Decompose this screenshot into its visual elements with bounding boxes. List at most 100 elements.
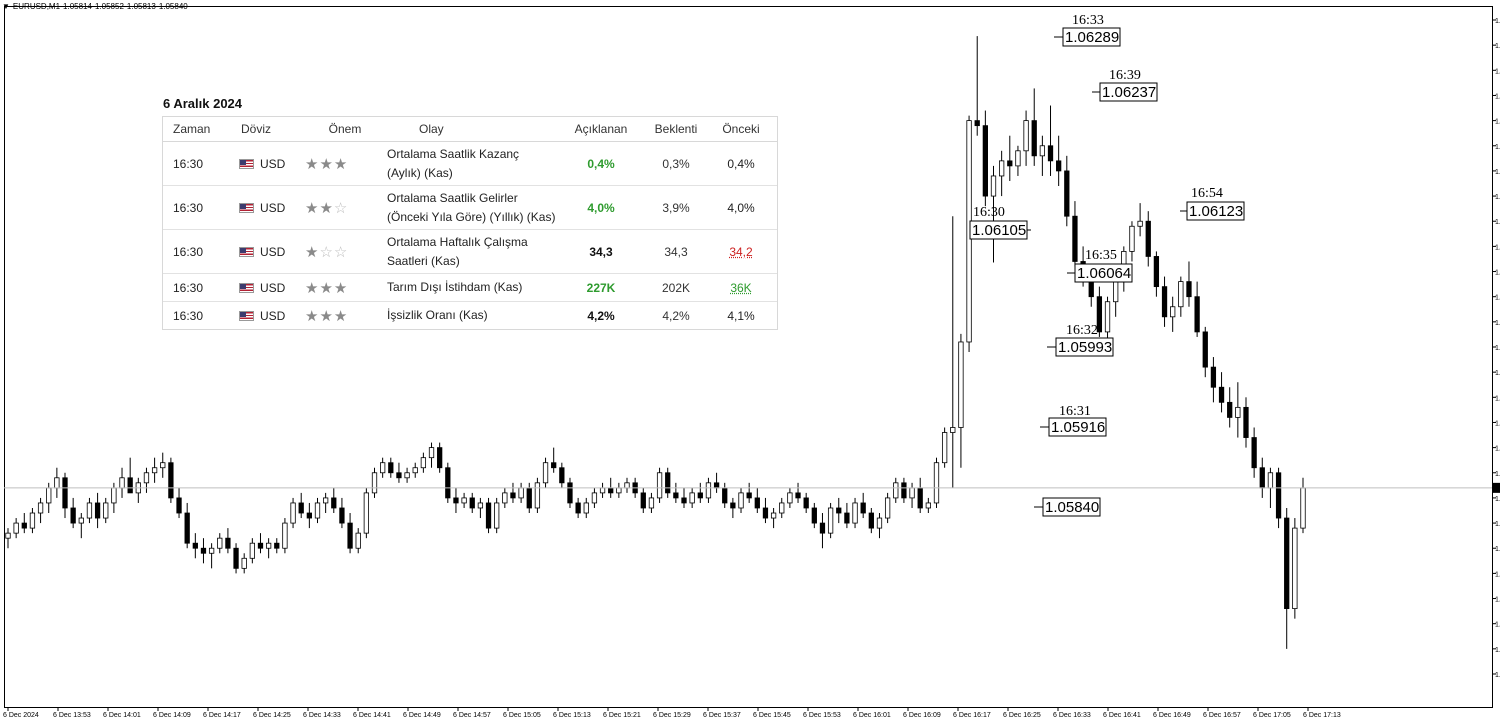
annotation-time: 16:39 [1109,68,1141,83]
currency-code: USD [260,244,286,259]
candle-body [917,487,923,509]
candle-body [331,497,337,509]
candle-body [1015,150,1021,167]
candle-body [1227,401,1233,418]
candle-body [502,492,508,504]
annotation-box [1042,497,1101,517]
candle [37,497,44,524]
current-price-marker [1492,482,1500,493]
candle-body [54,477,60,489]
candle [1300,477,1306,534]
candle-body [746,492,752,499]
candle-body [705,482,712,499]
candle [1170,296,1176,332]
candle [331,487,337,514]
candle [1251,427,1257,478]
candle [339,497,345,529]
chevron-down-icon[interactable]: ▼ [2,2,10,11]
chart-frame [4,6,1493,708]
candle [974,36,980,136]
price-annotation: 1.06064 16:35 [1067,248,1133,283]
candle [770,507,777,529]
candle-body [730,502,736,509]
candle [13,518,19,539]
candle [151,457,158,483]
calendar-row[interactable]: 16:30 USD ★★★ İşsizlik Oranı (Kas) 4,2% 4,2% 4… [163,302,777,329]
star-filled-icon: ★ [305,243,320,261]
event-actual: 0,4% [587,156,615,171]
candle-body [608,487,614,494]
candle-body [518,487,524,499]
candle-body [200,547,207,554]
candle [787,487,793,508]
calendar-row[interactable]: 16:30 USD ★★★ Ortalama Saatlik Kazanç (Aylık… [163,142,777,186]
candle [274,538,280,554]
price-tick-label: 1.05705 [1495,622,1500,629]
candle [624,477,630,493]
candle [143,467,150,493]
candle [925,497,931,514]
candle-body [257,542,264,549]
candle [518,482,524,503]
candle-body [510,492,516,499]
candle-body [722,487,728,504]
candle-body [355,532,361,549]
annotation-price: 1.06289 [1065,29,1119,46]
candle [428,442,435,468]
candle [982,110,988,207]
candle-body [111,487,117,504]
calendar-row[interactable]: 16:30 USD ★★☆ Ortalama Saatlik Gelirler (Önc… [163,186,777,230]
calendar-row[interactable]: 16:30 USD ★☆☆ Ortalama Haftalık Çalışma Saat… [163,230,777,274]
candle [1015,145,1021,176]
candle [453,487,459,514]
annotation-price: 1.05840 [1045,499,1099,516]
candle-body [559,467,565,484]
star-filled-icon: ★ [319,155,334,173]
annotation-time: 16:33 [1072,13,1104,28]
price-tick-label: 1.06155 [1495,169,1500,176]
candle [689,487,695,508]
candle-body [192,542,198,549]
candle-body [950,427,956,433]
candle [1023,110,1029,166]
candle-body [1104,301,1111,333]
candle [730,497,736,519]
candle-body [428,447,435,459]
candle [713,472,720,493]
candle-body [323,497,329,504]
event-name: Ortalama Saatlik Kazanç (Aylık) (Kas) [385,145,561,183]
candle [1275,467,1282,529]
event-actual: 4,2% [587,308,615,323]
candle-body [1161,286,1168,318]
candle [160,452,166,478]
candle [1243,397,1249,448]
candle-body [453,497,459,504]
event-time: 16:30 [173,308,204,323]
candle-body [884,497,891,519]
event-name-line: (Önceki Yıla Göre) (Yıllık) (Kas) [387,209,556,224]
annotation-price: 1.05916 [1051,419,1105,436]
event-name: Ortalama Saatlik Gelirler (Önceki Yıla Gö… [385,189,561,227]
candle-body [852,502,858,524]
event-time: 16:30 [173,244,204,259]
candle-body [925,502,931,509]
header-event: Olay [419,121,444,136]
candle [836,497,842,524]
candle [941,427,948,468]
time-tick-label: 6 Dec 17:05 [1253,712,1291,719]
time-tick-label: 6 Dec 16:01 [853,712,891,719]
time-tick-label: 6 Dec 16:57 [1203,712,1241,719]
event-name: Ortalama Haftalık Çalışma Saatleri (Kas) [385,233,561,271]
calendar-row[interactable]: 16:30 USD ★★★ Tarım Dışı İstihdam (Kas) 227K… [163,274,777,302]
event-name-line: İşsizlik Oranı (Kas) [387,308,488,322]
candle [673,482,679,503]
us-flag-icon [239,202,254,213]
candle-body [62,477,68,509]
event-time: 16:30 [173,156,204,171]
annotation-box [1048,417,1107,437]
candle-body [591,492,598,504]
calendar-header-row: Zaman Döviz Önem Olay Açıklanan Beklenti… [163,117,777,142]
header-previous: Önceki [722,122,760,136]
candle [567,477,573,508]
